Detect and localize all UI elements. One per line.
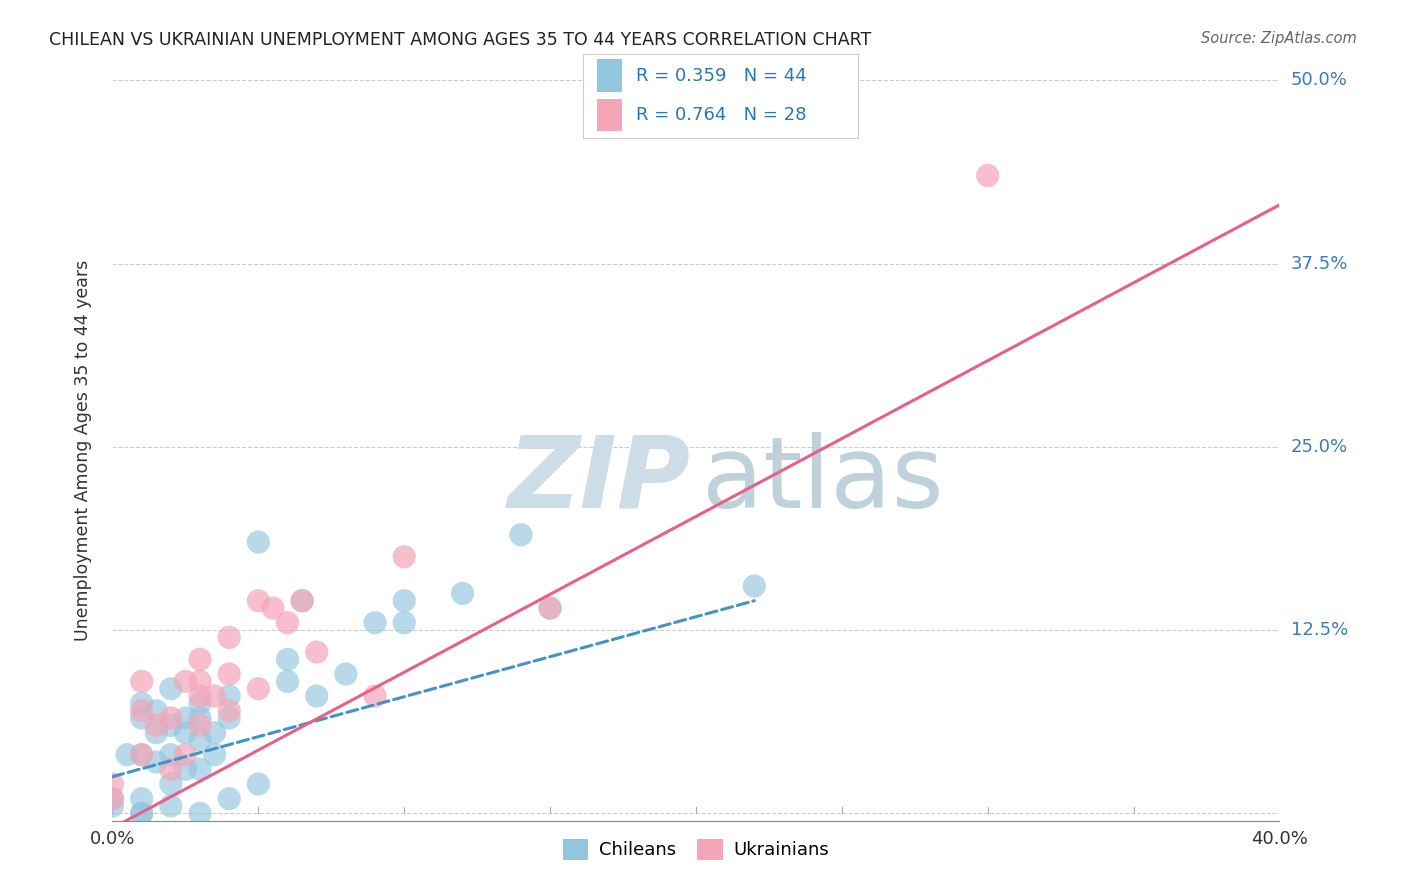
Text: 50.0%: 50.0% [1291, 71, 1347, 89]
Text: R = 0.764   N = 28: R = 0.764 N = 28 [636, 106, 806, 124]
Point [160, 681, 183, 696]
Legend: Chileans, Ukrainians: Chileans, Ukrainians [555, 832, 837, 867]
Point [218, 631, 240, 645]
Point [160, 762, 183, 776]
Point [204, 725, 226, 739]
Point [131, 806, 153, 821]
Point [101, 777, 124, 791]
Point [291, 593, 314, 607]
Point [394, 615, 416, 630]
Point [145, 718, 167, 732]
Point [174, 725, 197, 739]
Point [394, 593, 416, 607]
Point [509, 528, 531, 542]
Point [247, 777, 270, 791]
Point [145, 704, 167, 718]
Bar [598, 60, 621, 92]
Point [131, 747, 153, 762]
Point [204, 689, 226, 703]
Point [188, 697, 211, 711]
Text: Source: ZipAtlas.com: Source: ZipAtlas.com [1201, 31, 1357, 46]
Point [160, 718, 183, 732]
Point [160, 711, 183, 725]
Point [188, 718, 211, 732]
Point [188, 733, 211, 747]
Point [131, 791, 153, 805]
Point [218, 667, 240, 681]
Point [291, 593, 314, 607]
Point [131, 674, 153, 689]
Point [131, 747, 153, 762]
Point [188, 806, 211, 821]
Text: R = 0.359   N = 44: R = 0.359 N = 44 [636, 67, 806, 85]
Point [247, 535, 270, 549]
Point [742, 579, 765, 593]
Text: 12.5%: 12.5% [1291, 621, 1348, 639]
Point [335, 667, 357, 681]
Point [188, 689, 211, 703]
Point [160, 747, 183, 762]
Point [394, 549, 416, 564]
Text: 25.0%: 25.0% [1291, 438, 1348, 456]
Point [145, 725, 167, 739]
Point [174, 674, 197, 689]
Point [115, 747, 138, 762]
Point [262, 601, 284, 615]
Point [174, 747, 197, 762]
Point [218, 704, 240, 718]
Text: ZIP: ZIP [508, 432, 690, 529]
Point [247, 593, 270, 607]
Point [276, 674, 298, 689]
Point [131, 711, 153, 725]
Point [364, 689, 387, 703]
Point [276, 652, 298, 666]
Point [188, 652, 211, 666]
Y-axis label: Unemployment Among Ages 35 to 44 years: Unemployment Among Ages 35 to 44 years [73, 260, 91, 641]
Point [976, 169, 998, 183]
Point [160, 777, 183, 791]
Point [174, 711, 197, 725]
Point [276, 615, 298, 630]
Point [364, 615, 387, 630]
Point [101, 791, 124, 805]
Point [538, 601, 561, 615]
Point [145, 755, 167, 769]
Point [218, 711, 240, 725]
Point [131, 806, 153, 821]
Point [218, 689, 240, 703]
Text: CHILEAN VS UKRAINIAN UNEMPLOYMENT AMONG AGES 35 TO 44 YEARS CORRELATION CHART: CHILEAN VS UKRAINIAN UNEMPLOYMENT AMONG … [49, 31, 872, 49]
Point [305, 689, 328, 703]
Point [101, 799, 124, 814]
Point [451, 586, 474, 600]
Point [188, 674, 211, 689]
Text: atlas: atlas [702, 432, 943, 529]
Point [188, 762, 211, 776]
Bar [598, 99, 621, 131]
Point [160, 799, 183, 814]
Point [305, 645, 328, 659]
Point [247, 681, 270, 696]
Text: 37.5%: 37.5% [1291, 254, 1348, 273]
Point [101, 791, 124, 805]
Point [188, 711, 211, 725]
Point [131, 697, 153, 711]
Point [204, 747, 226, 762]
Point [538, 601, 561, 615]
Point [174, 762, 197, 776]
Point [218, 791, 240, 805]
Point [131, 704, 153, 718]
